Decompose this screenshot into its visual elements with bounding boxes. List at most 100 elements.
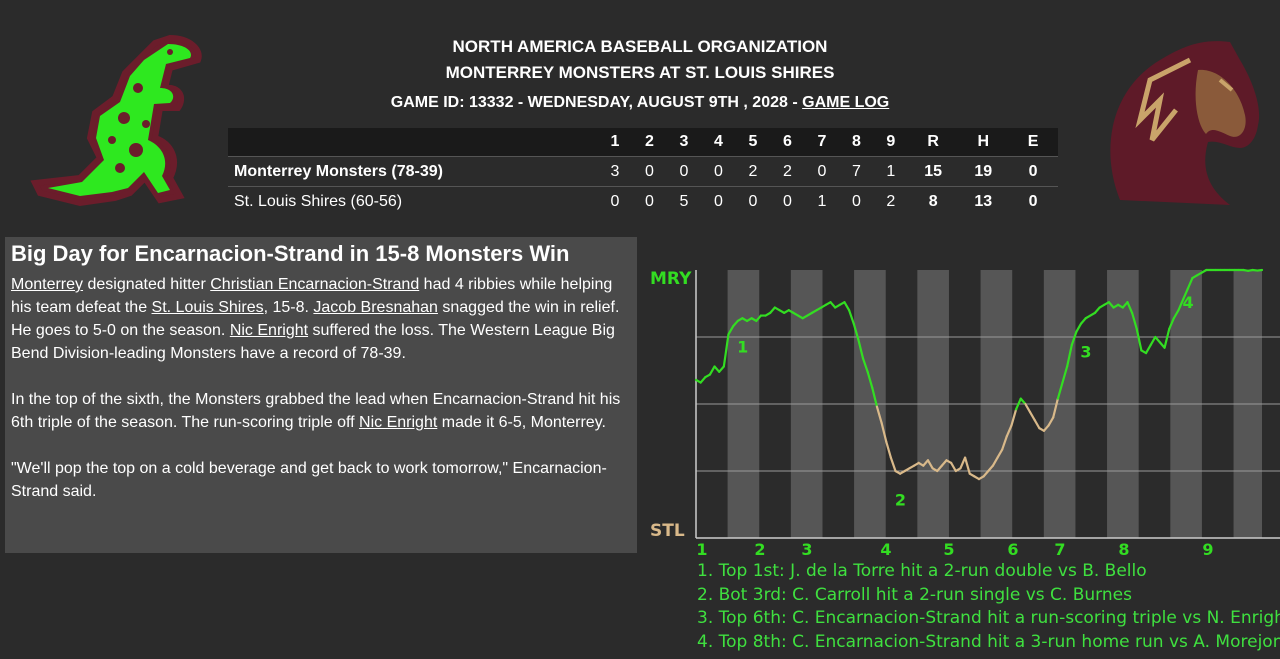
wp-line-segment: [1070, 330, 1078, 347]
wp-line-segment: [1061, 365, 1069, 384]
linescore-table: 1 2 3 4 5 6 7 8 9 R H E Monterrey Monste…: [228, 128, 1058, 216]
inning-header: 7: [804, 128, 840, 157]
x-tick-label: 7: [1054, 540, 1065, 559]
wp-line-segment: [699, 376, 707, 384]
story-paragraph: In the top of the sixth, the Monsters gr…: [11, 388, 631, 434]
x-tick-label: 4: [880, 540, 891, 559]
player-link[interactable]: Nic Enright: [359, 414, 438, 431]
story-text: suffered the loss. The Western League Bi…: [11, 322, 615, 362]
wp-line-segment: [936, 464, 943, 473]
wp-line-segment: [861, 357, 869, 373]
inning-score: 3: [597, 156, 633, 187]
wp-line-segment: [1079, 317, 1087, 325]
wp-line-segment: [991, 456, 999, 467]
linescore-header-row: 1 2 3 4 5 6 7 8 9 R H E: [228, 128, 1058, 157]
wp-line-segment: [1075, 322, 1083, 333]
team-name: Monterrey Monsters (78-39): [228, 156, 598, 187]
team-link[interactable]: St. Louis Shires: [151, 299, 264, 316]
inning-score: 2: [735, 156, 771, 187]
event-marker: 3: [1080, 343, 1091, 362]
inning-score: 0: [770, 186, 805, 216]
wp-line-segment: [769, 306, 776, 314]
runs-total: 15: [908, 156, 959, 187]
hits-total: 13: [958, 186, 1009, 216]
wp-line-segment: [1005, 424, 1013, 438]
wp-line-segment: [1256, 268, 1264, 272]
inning-score: 0: [701, 186, 736, 216]
inning-score: 0: [839, 186, 874, 216]
x-tick-label: 8: [1118, 540, 1129, 559]
inning-score: 0: [666, 156, 702, 187]
wp-line-segment: [1163, 327, 1171, 349]
wp-line-segment: [880, 421, 888, 443]
wp-line-segment: [1149, 335, 1157, 347]
x-tick-label: 2: [754, 540, 765, 559]
player-link[interactable]: Christian Encarnacion-Strand: [210, 276, 420, 293]
runs-total: 8: [908, 186, 959, 216]
story-text: snagged the win in relief. He goes to 5-…: [11, 299, 620, 339]
wp-line-segment: [987, 464, 995, 473]
story-quote: "We'll pop the top on a cold beverage an…: [11, 460, 607, 500]
team-column-header: [228, 128, 598, 157]
x-tick-label: 3: [801, 540, 812, 559]
wp-line-segment: [1177, 298, 1185, 312]
wp-line-segment: [866, 370, 874, 390]
wp-line-segment: [1126, 301, 1134, 314]
wp-line-segment: [713, 365, 721, 373]
team-name: St. Louis Shires (60-56): [228, 186, 598, 216]
wp-line-segment: [1010, 408, 1018, 427]
inning-score: 7: [839, 156, 874, 187]
wp-line-segment: [1042, 424, 1050, 432]
key-item: 3. Top 6th: C. Encarnacion-Strand hit a …: [697, 608, 1280, 628]
wp-line-segment: [1130, 311, 1138, 331]
inning-header: 5: [735, 128, 771, 157]
x-tick-label: 1: [696, 540, 707, 559]
inning-header: 2: [632, 128, 667, 157]
monster-logo-icon: [30, 34, 202, 207]
wp-line-segment: [1186, 276, 1194, 290]
hits-header: H: [958, 128, 1009, 157]
inning-score: 0: [632, 156, 667, 187]
wp-line-segment: [1019, 397, 1027, 406]
wp-line-segment: [1028, 410, 1036, 422]
team-link[interactable]: Monterrey: [11, 276, 84, 293]
key-item: 1. Top 1st: J. de la Torre hit a 2-run d…: [697, 561, 1147, 581]
y-label-top: MRY: [650, 269, 692, 289]
wp-line-segment: [1168, 317, 1175, 331]
player-link[interactable]: Jacob Bresnahan: [313, 299, 438, 316]
game-info-text: GAME ID: 13332 - WEDNESDAY, AUGUST 9TH ,…: [390, 94, 803, 111]
wp-line-segment: [982, 469, 990, 478]
table-row: St. Louis Shires (60-56) 0 0 5 0 0 0 1 0…: [228, 186, 1058, 216]
game-log-link[interactable]: GAME LOG: [802, 94, 890, 111]
wp-line-segment: [857, 338, 865, 360]
wp-line-segment: [959, 456, 967, 470]
wp-line-segment: [829, 301, 837, 309]
organization-title: NORTH AMERICA BASEBALL ORGANIZATION: [452, 37, 828, 56]
inning-header: 9: [873, 128, 909, 157]
wp-line-segment: [889, 456, 897, 473]
inning-header: 3: [666, 128, 702, 157]
inning-header: 8: [839, 128, 874, 157]
x-tick-label: 6: [1007, 540, 1018, 559]
wp-line-segment: [847, 309, 855, 325]
wp-line-segment: [708, 365, 716, 376]
inning-score: 2: [873, 186, 909, 216]
wp-line-segment: [1093, 306, 1101, 314]
event-marker: 4: [1182, 293, 1193, 312]
wp-line-segment: [1001, 435, 1008, 451]
chart-key: 1. Top 1st: J. de la Torre hit a 2-run d…: [690, 556, 1280, 659]
runs-header: R: [908, 128, 959, 157]
inning-header: 1: [597, 128, 633, 157]
wp-line-segment: [1033, 418, 1041, 430]
wp-line-segment: [963, 456, 971, 475]
inning-header: 4: [701, 128, 736, 157]
wp-line-segment: [732, 319, 739, 328]
wp-line-segment: [875, 405, 883, 424]
y-label-bottom: STL: [650, 521, 685, 541]
errors-header: E: [1008, 128, 1058, 157]
hits-total: 19: [958, 156, 1009, 187]
table-row: Monterrey Monsters (78-39) 3 0 0 0 2 2 0…: [228, 156, 1058, 187]
wp-line-segment: [718, 365, 725, 373]
wp-line-segment: [1052, 397, 1059, 419]
player-link[interactable]: Nic Enright: [229, 322, 309, 339]
